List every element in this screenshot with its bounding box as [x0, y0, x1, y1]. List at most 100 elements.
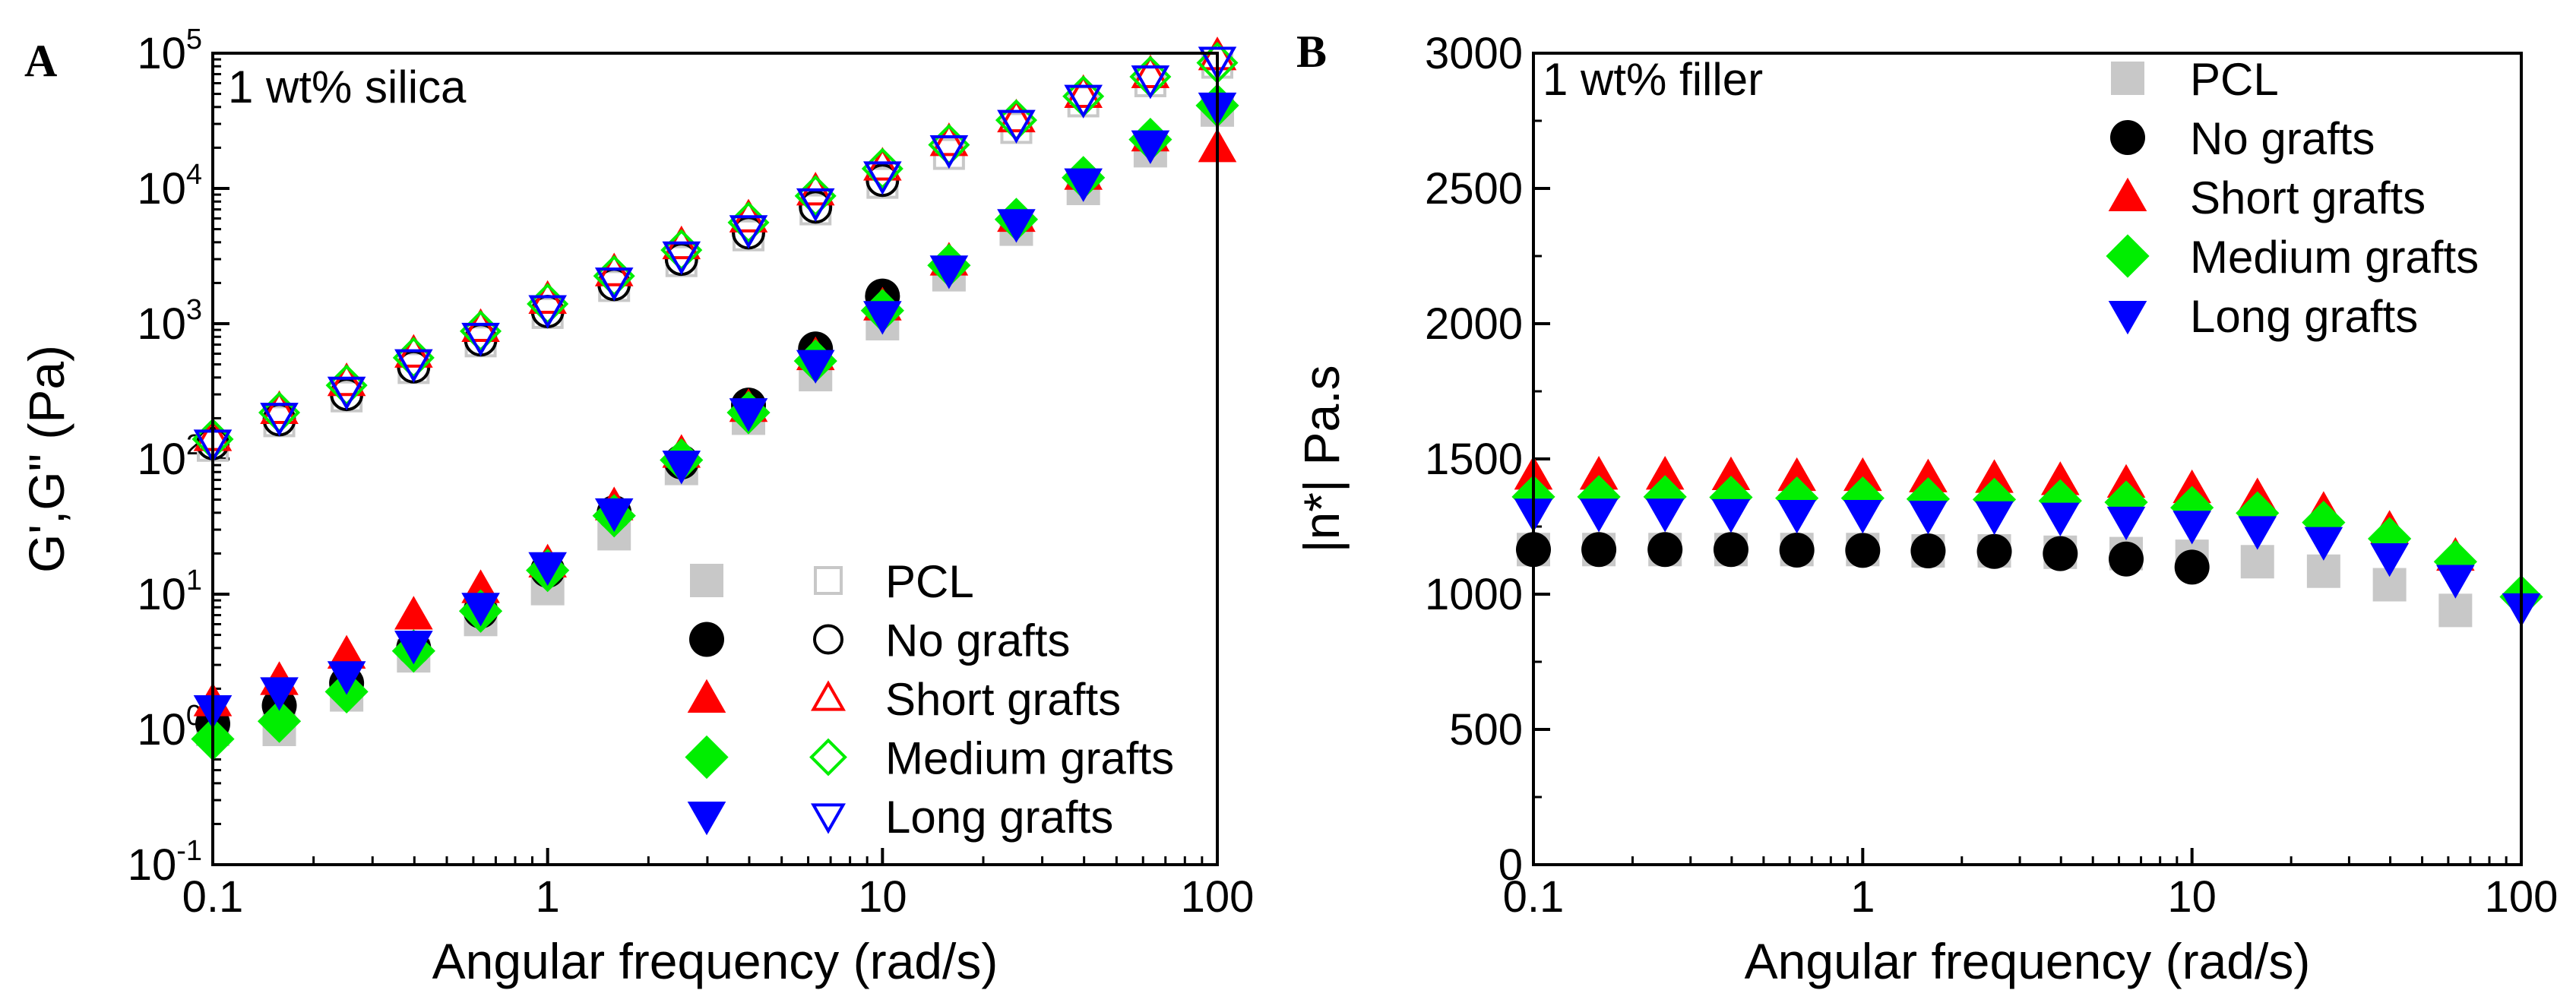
- panel-a-y-tick-label: 10-1: [128, 835, 202, 890]
- panel-a-point-short-grafts: [863, 147, 902, 181]
- panel-b-legend-marker: [2111, 62, 2144, 95]
- panel-b-point-short-grafts: [1975, 459, 2014, 493]
- panel-a-point-short-grafts: [997, 98, 1036, 133]
- panel-a-point-long-grafts: [461, 593, 500, 627]
- panel-a-legend-item: Medium grafts: [685, 733, 1174, 784]
- panel-b-point-long-grafts: [2304, 527, 2343, 561]
- panel-b-legend-item: Medium grafts: [2106, 232, 2479, 283]
- panel-a-legend-label: No grafts: [885, 615, 1070, 666]
- panel-b-legend-marker: [2110, 120, 2145, 155]
- panel-b-y-axis-title: |n*| Pa.s: [1293, 365, 1350, 552]
- panel-a-point-short-grafts: [394, 596, 433, 630]
- panel-b-legend-item: No grafts: [2110, 113, 2375, 164]
- panel-b-legend-label: Short grafts: [2190, 172, 2426, 223]
- panel-a-legend-label: PCL: [885, 556, 974, 607]
- panel-b-point-short-grafts: [2040, 461, 2080, 495]
- panel-b-point-no-grafts: [1647, 532, 1683, 568]
- panel-a-point-long-grafts: [662, 241, 701, 275]
- panel-a-legend-marker-filled: [687, 679, 726, 713]
- panel-b-points: [1511, 456, 2543, 628]
- panel-a-point-long-grafts: [528, 295, 567, 329]
- panel-a-legend-item: No grafts: [689, 615, 1070, 666]
- panel-b-point-short-grafts: [1579, 456, 1619, 490]
- panel-a-legend-label: Long grafts: [885, 792, 1113, 843]
- panel-a-legend-label: Medium grafts: [885, 733, 1174, 784]
- panel-a-point-long-grafts: [796, 350, 835, 384]
- panel-b-point-long-grafts: [1645, 498, 1685, 533]
- panel-b-legend-item: Short grafts: [2108, 172, 2426, 223]
- panel-b-legend-label: PCL: [2190, 54, 2279, 105]
- panel-a-legend-marker-open: [811, 680, 846, 711]
- panel-b-series-long-grafts: [1514, 498, 2541, 628]
- panel-b-point-no-grafts: [1779, 532, 1815, 568]
- panel-a-legend-marker-filled: [685, 735, 729, 780]
- panel-a-point-long-grafts: [662, 451, 701, 485]
- panel-b-x-tick-label: 0.1: [1503, 872, 1565, 922]
- panel-a-point-short-grafts: [461, 308, 500, 342]
- panel-a-y-tick-label: 100: [137, 700, 202, 754]
- panel-b-y-tick-label: 1500: [1425, 435, 1523, 484]
- panel-b-point-short-grafts: [1843, 457, 1882, 492]
- panel-b-frame: [1532, 52, 2523, 866]
- panel-a-point-long-grafts: [863, 301, 902, 335]
- panel-b-point-long-grafts: [1843, 500, 1882, 534]
- panel-a-legend-marker-filled: [689, 622, 724, 657]
- panel-b-legend-item: PCL: [2111, 54, 2279, 105]
- panel-a-point-short-grafts: [327, 362, 366, 397]
- panel-a-legend-marker-filled: [690, 564, 723, 597]
- panel-b-point-short-grafts: [1711, 456, 1751, 491]
- panel-b-legend-item: Long grafts: [2108, 291, 2418, 342]
- panel-a-point-long-grafts: [997, 109, 1036, 144]
- panel-b-point-no-grafts: [2174, 549, 2210, 585]
- panel-a-legend: PCL No grafts Short grafts Medium grafts Lon…: [685, 556, 1174, 843]
- panel-a-series-long-grafts-filled: [193, 92, 1237, 729]
- panel-b-y-tick-label: 0: [1498, 840, 1523, 890]
- panel-a-legend-marker-open: [811, 803, 846, 834]
- panel-a-legend-marker-filled: [687, 802, 726, 836]
- panel-a-legend-marker-open: [814, 566, 843, 595]
- panel-a-point-long-grafts: [729, 398, 768, 432]
- panel-a-point-long-grafts: [594, 267, 634, 302]
- panel-b-point-long-grafts: [1579, 498, 1619, 533]
- panel-a-series-long-grafts-open: [193, 46, 1237, 463]
- panel-a-point-long-grafts: [327, 376, 366, 410]
- panel-a-point-no-grafts: [799, 190, 833, 224]
- panel-b-x-axis-title: Angular frequency (rad/s): [1745, 933, 2311, 989]
- panel-a-point-long-grafts: [929, 255, 969, 289]
- panel-b-point-no-grafts: [1976, 533, 2012, 569]
- panel-a: A 0.1 1 10 100 10-1 100 101 102 103 104 105 1 wt% …: [18, 24, 1254, 989]
- panel-a-x-tick-label: 1: [536, 872, 560, 922]
- panel-b-annotation: 1 wt% filler: [1543, 54, 1763, 105]
- panel-b-point-long-grafts: [1777, 500, 1816, 534]
- panel-a-legend-label: Short grafts: [885, 674, 1121, 725]
- panel-a-legend-marker-open: [809, 738, 847, 777]
- panel-b-point-pcl: [2240, 545, 2274, 579]
- panel-b-point-no-grafts: [1910, 533, 1946, 569]
- panel-b-y-tick-label: 2000: [1425, 299, 1523, 349]
- panel-a-points: [191, 36, 1239, 761]
- panel-a-point-long-grafts: [1131, 65, 1170, 100]
- panel-a-y-tick-label: 105: [137, 24, 202, 78]
- panel-b-point-no-grafts: [2109, 541, 2144, 577]
- panel-a-legend-item: Short grafts: [687, 674, 1121, 725]
- panel-a-point-long-grafts: [260, 677, 299, 711]
- panel-b-x-tick-label: 1: [1850, 872, 1875, 922]
- panel-b-point-long-grafts: [2238, 516, 2277, 550]
- panel-b-point-short-grafts: [1909, 458, 1948, 492]
- panel-a-point-long-grafts: [863, 161, 902, 195]
- panel-a-point-long-grafts: [729, 215, 768, 249]
- panel-b-x-tick-label: 100: [2485, 872, 2559, 922]
- panel-b-legend-label: No grafts: [2190, 113, 2375, 164]
- panel-b-point-no-grafts: [2043, 536, 2078, 571]
- panel-a-point-long-grafts: [1198, 46, 1237, 81]
- panel-a-legend-item: PCL: [690, 556, 974, 607]
- panel-b-legend-marker: [2108, 177, 2147, 211]
- panel-a-point-long-grafts: [394, 349, 433, 383]
- panel-b-point-long-grafts: [1711, 498, 1751, 533]
- panel-a-y-tick-label: 104: [137, 159, 202, 214]
- panel-a-point-long-grafts: [528, 552, 567, 586]
- panel-a-point-long-grafts: [929, 134, 969, 169]
